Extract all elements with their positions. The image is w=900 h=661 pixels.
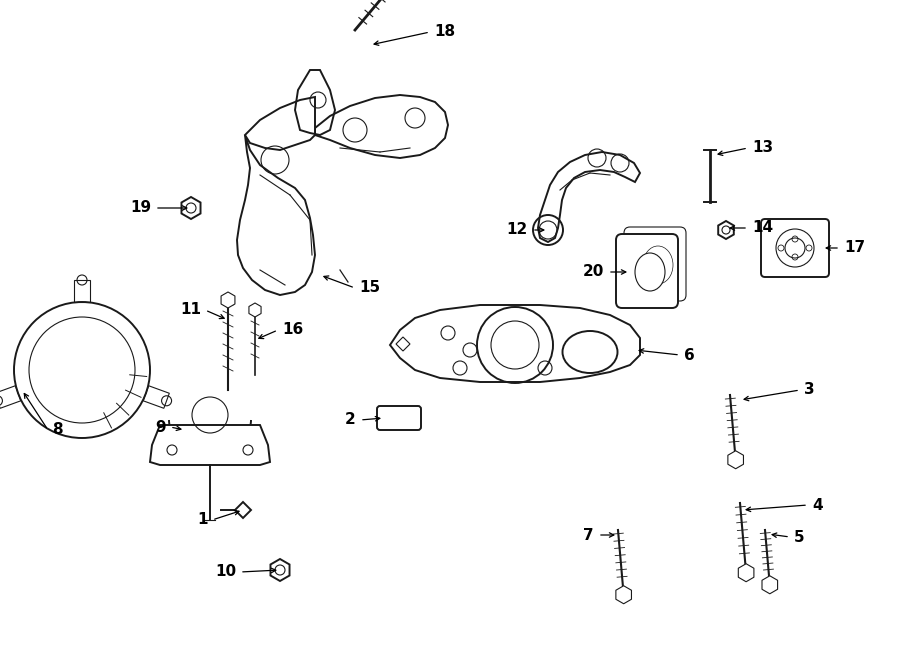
Text: 19: 19 bbox=[130, 200, 151, 215]
Text: 13: 13 bbox=[752, 141, 773, 155]
FancyBboxPatch shape bbox=[761, 219, 829, 277]
Ellipse shape bbox=[643, 246, 673, 284]
Text: 9: 9 bbox=[156, 420, 166, 434]
Text: 17: 17 bbox=[844, 241, 865, 256]
FancyBboxPatch shape bbox=[377, 406, 421, 430]
Polygon shape bbox=[237, 135, 315, 295]
Text: 1: 1 bbox=[197, 512, 208, 527]
Text: 14: 14 bbox=[752, 221, 773, 235]
Text: 2: 2 bbox=[346, 412, 356, 428]
Polygon shape bbox=[538, 152, 640, 242]
Text: 20: 20 bbox=[582, 264, 604, 280]
Polygon shape bbox=[728, 451, 743, 469]
Polygon shape bbox=[150, 425, 270, 465]
Text: 16: 16 bbox=[282, 323, 303, 338]
Polygon shape bbox=[762, 576, 778, 594]
Text: 12: 12 bbox=[507, 223, 528, 237]
Text: 3: 3 bbox=[804, 383, 814, 397]
Polygon shape bbox=[245, 97, 315, 150]
Text: 10: 10 bbox=[215, 564, 236, 580]
Text: 5: 5 bbox=[794, 529, 805, 545]
FancyBboxPatch shape bbox=[616, 234, 678, 308]
Polygon shape bbox=[390, 305, 640, 382]
Polygon shape bbox=[738, 564, 754, 582]
Text: 7: 7 bbox=[583, 527, 594, 543]
Ellipse shape bbox=[562, 331, 617, 373]
FancyBboxPatch shape bbox=[624, 227, 686, 301]
Text: 18: 18 bbox=[434, 24, 455, 40]
Text: 11: 11 bbox=[180, 303, 201, 317]
Polygon shape bbox=[249, 303, 261, 317]
Text: 15: 15 bbox=[359, 280, 380, 295]
Text: 6: 6 bbox=[684, 348, 695, 362]
Text: 8: 8 bbox=[52, 422, 63, 438]
Ellipse shape bbox=[635, 253, 665, 291]
Polygon shape bbox=[616, 586, 632, 603]
Polygon shape bbox=[315, 95, 448, 158]
Polygon shape bbox=[221, 292, 235, 308]
Text: 4: 4 bbox=[812, 498, 823, 512]
